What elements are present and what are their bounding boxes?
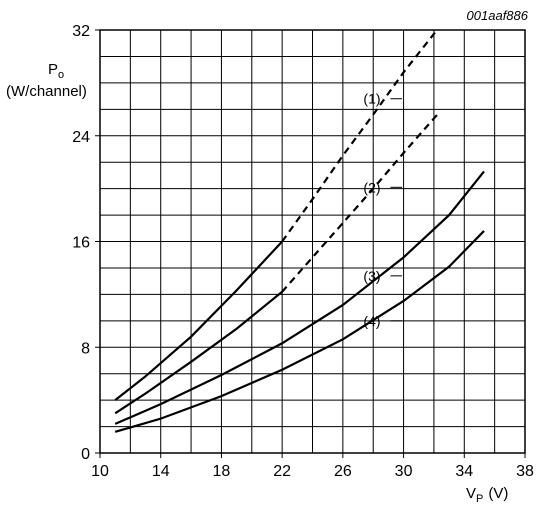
- x-tick-label: 30: [395, 463, 413, 480]
- series-4: [114, 230, 485, 433]
- series-labels: (1) (2) (3) (4): [363, 91, 403, 329]
- x-axis-label-main: V: [466, 485, 476, 502]
- series-label: (3): [363, 268, 380, 284]
- y-axis-label-sub: o: [58, 69, 64, 81]
- series-line-solid: [114, 240, 283, 401]
- series-label: (1): [363, 91, 380, 107]
- series-line-solid: [114, 170, 485, 425]
- svg-text:VP(V): VP (V): [466, 485, 508, 505]
- x-tick-label: 18: [213, 463, 231, 480]
- svg-text:Po: Po: [48, 61, 64, 81]
- x-axis-label: VP (V): [466, 485, 508, 505]
- y-tick-label: 32: [72, 23, 90, 40]
- y-axis-label-main: P: [48, 61, 58, 78]
- grid: [99, 29, 526, 454]
- series-1: [114, 29, 438, 401]
- tick-labels: 10 14 18 22 26 30 34 38 0 8 16 24 32: [72, 23, 534, 480]
- x-tick-label: 10: [91, 463, 109, 480]
- x-tick-label: 22: [273, 463, 291, 480]
- x-tick-label: 26: [334, 463, 352, 480]
- x-axis-label-unit: (V): [488, 485, 508, 502]
- x-axis-label-sub: P: [476, 493, 483, 505]
- series-line-solid: [114, 230, 485, 433]
- x-tick-label: 34: [455, 463, 473, 480]
- y-axis-label: Po (W/channel): [6, 61, 87, 100]
- series-label: (2): [363, 179, 380, 195]
- y-tick-label: 16: [72, 235, 90, 252]
- reference-code: 001aaf886: [467, 8, 529, 23]
- y-axis-label-unit: (W/channel): [6, 83, 87, 100]
- series-label: (4): [363, 313, 380, 329]
- x-tick-label: 38: [516, 463, 534, 480]
- y-tick-label: 24: [72, 129, 90, 146]
- y-tick-label: 0: [81, 446, 90, 463]
- series-3: [114, 170, 485, 425]
- x-tick-label: 14: [152, 463, 170, 480]
- series-line-dashed: [281, 112, 440, 293]
- series-2: [114, 112, 440, 415]
- series-line-solid: [114, 290, 283, 415]
- y-tick-label: 8: [81, 340, 90, 357]
- series: [114, 29, 485, 433]
